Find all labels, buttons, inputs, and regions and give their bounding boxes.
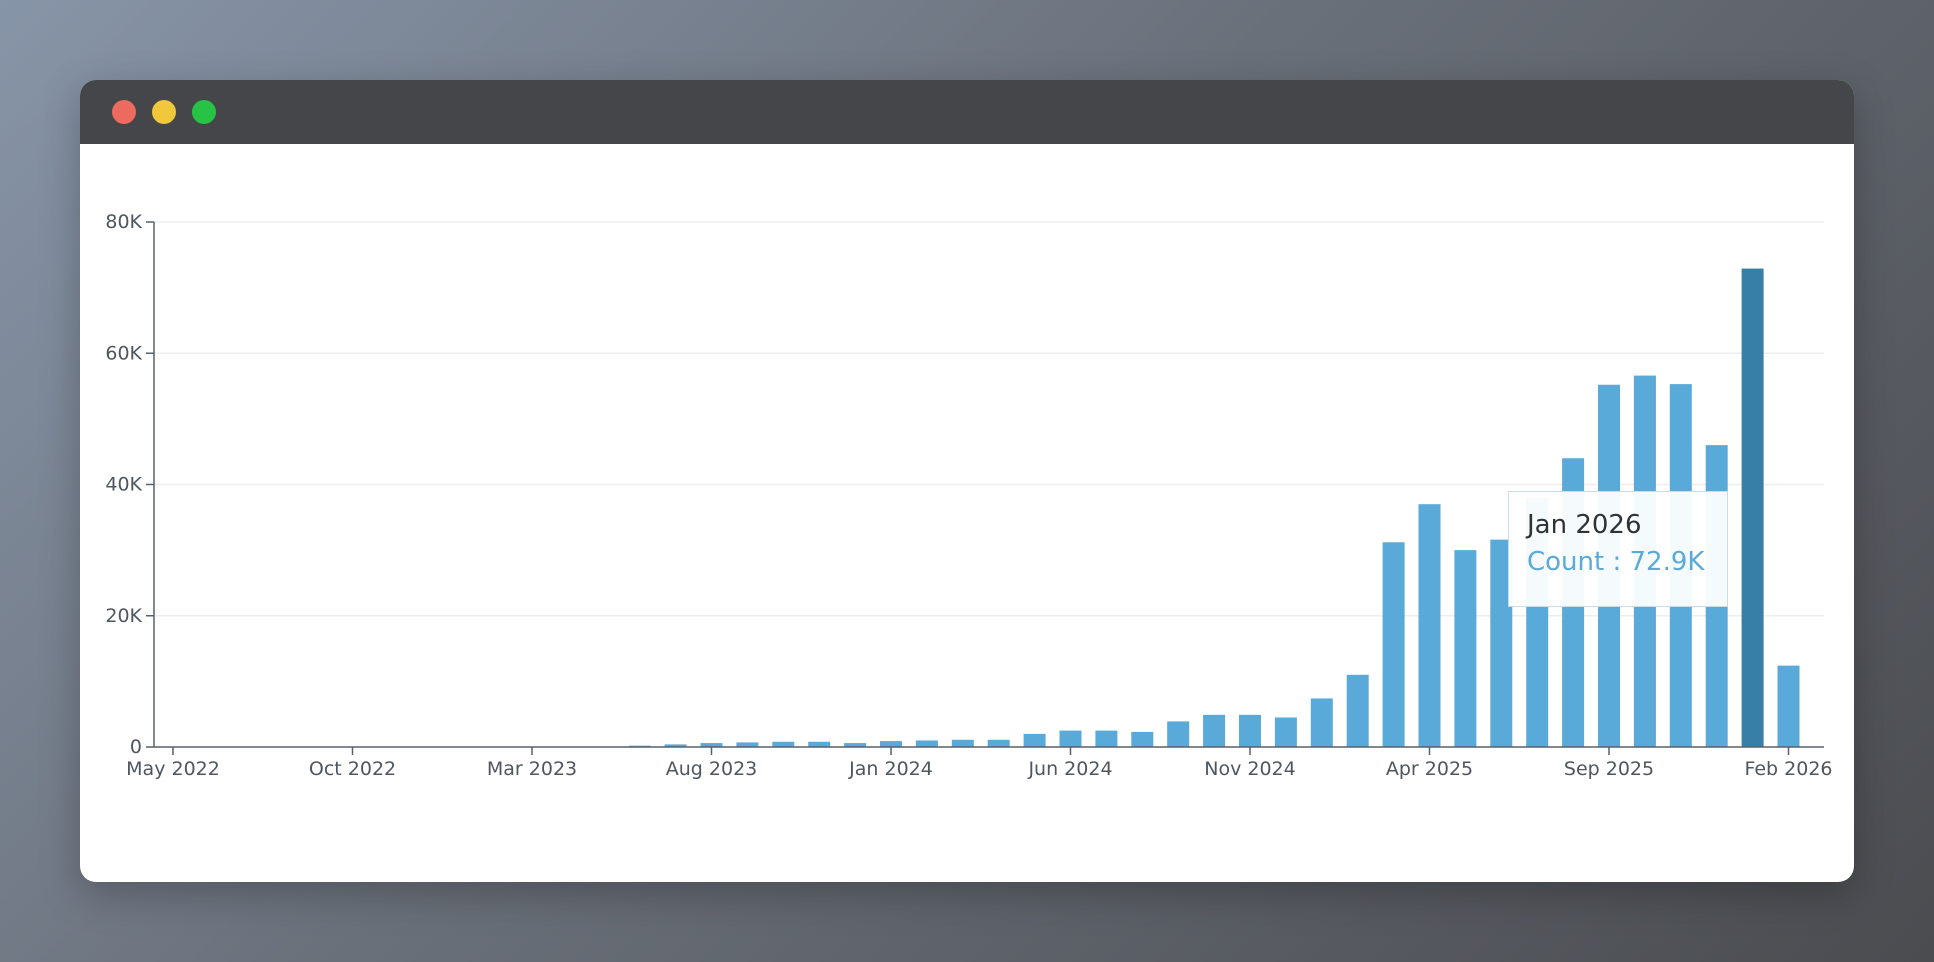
x-tick-label: Oct 2022 xyxy=(309,758,396,780)
bar-jun-2024[interactable] xyxy=(1059,730,1082,747)
maximize-window-button[interactable] xyxy=(192,100,216,124)
bar-mar-2024[interactable] xyxy=(951,739,974,747)
y-tick-label: 60K xyxy=(105,342,142,364)
bar-sep-2023[interactable] xyxy=(736,742,759,747)
window-titlebar xyxy=(80,80,1854,144)
x-tick-label: May 2022 xyxy=(126,758,220,780)
tooltip-value: Count : 72.9K xyxy=(1527,547,1705,577)
bar-oct-2023[interactable] xyxy=(772,741,795,747)
bar-jul-2024[interactable] xyxy=(1095,730,1118,747)
bar-may-2025[interactable] xyxy=(1454,550,1477,747)
bar-apr-2024[interactable] xyxy=(987,739,1010,747)
bar-aug-2024[interactable] xyxy=(1131,731,1154,747)
x-tick-label: Jun 2024 xyxy=(1027,758,1112,780)
bar-dec-2023[interactable] xyxy=(844,743,867,747)
chart-tooltip: Jan 2026 Count : 72.9K xyxy=(1508,491,1728,607)
x-tick-label: Aug 2023 xyxy=(666,758,758,780)
chart-area: 0 20K 40K 60K 80K May 2022 Oct 2022 Mar 2023 Aug… xyxy=(80,144,1854,882)
tooltip-title: Jan 2026 xyxy=(1527,510,1642,540)
y-tick-label: 20K xyxy=(105,605,142,627)
bar-feb-2026[interactable] xyxy=(1777,665,1800,747)
app-window: 0 20K 40K 60K 80K May 2022 Oct 2022 Mar 2023 Aug… xyxy=(80,80,1854,882)
y-tick-label: 40K xyxy=(105,474,142,496)
x-tick-label: Apr 2025 xyxy=(1386,758,1473,780)
bar-jun-2025[interactable] xyxy=(1490,539,1513,747)
bar-nov-2024[interactable] xyxy=(1239,714,1261,747)
bar-mar-2025[interactable] xyxy=(1382,542,1405,747)
bar-oct-2024[interactable] xyxy=(1203,714,1226,747)
bar-feb-2024[interactable] xyxy=(915,740,938,747)
x-tick-label: Nov 2024 xyxy=(1204,758,1295,780)
x-tick-label: Mar 2023 xyxy=(487,758,577,780)
y-tick-label: 0 xyxy=(130,736,142,758)
minimize-window-button[interactable] xyxy=(152,100,176,124)
x-tick-label: Feb 2026 xyxy=(1744,758,1832,780)
axes: 0 20K 40K 60K 80K May 2022 Oct 2022 Mar 2023 Aug… xyxy=(105,211,1832,780)
x-tick-label: Sep 2025 xyxy=(1564,758,1654,780)
bar-jan-2025[interactable] xyxy=(1310,698,1333,747)
y-tick-label: 80K xyxy=(105,211,142,233)
bar-feb-2025[interactable] xyxy=(1346,674,1369,747)
bar-aug-2023[interactable] xyxy=(700,743,723,747)
bar-jan-2024[interactable] xyxy=(880,741,902,747)
bar-jan-2026[interactable] xyxy=(1741,268,1764,747)
bar-sep-2024[interactable] xyxy=(1167,721,1190,747)
x-tick-label: Jan 2024 xyxy=(848,758,933,780)
bar-nov-2023[interactable] xyxy=(808,741,831,747)
bar-may-2024[interactable] xyxy=(1023,733,1046,747)
bar-jul-2023[interactable] xyxy=(664,744,687,747)
close-window-button[interactable] xyxy=(112,100,136,124)
bar-dec-2024[interactable] xyxy=(1274,717,1297,747)
bar-apr-2025[interactable] xyxy=(1418,504,1441,747)
